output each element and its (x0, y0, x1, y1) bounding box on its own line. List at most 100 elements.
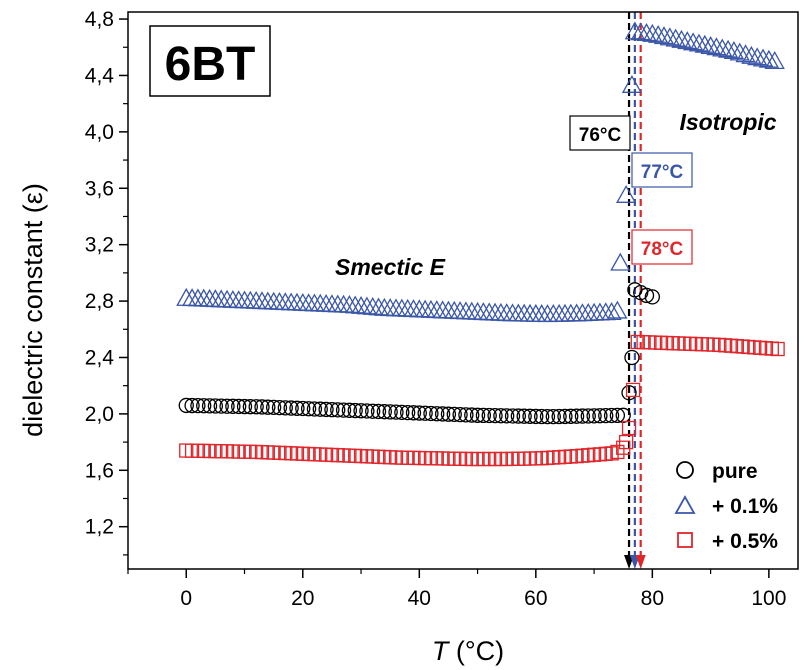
data-point-square (604, 446, 619, 461)
data-point-circle (376, 404, 392, 420)
data-point-triangle (723, 40, 745, 59)
chart-title: 6BT (165, 38, 256, 91)
data-point-square (610, 444, 625, 460)
series-square (179, 334, 785, 467)
data-point-circle (469, 407, 486, 423)
data-point-circle (429, 406, 445, 422)
data-point-circle (260, 399, 276, 415)
data-point-circle (592, 408, 608, 424)
data-point-circle (312, 401, 328, 417)
axes-layer (127, 11, 799, 570)
data-point-circle (306, 401, 323, 417)
data-point-circle (382, 404, 398, 420)
legend-marker-square (677, 532, 693, 548)
transition-label: 77°C (641, 162, 684, 183)
legend-label-pure: pure (712, 460, 758, 483)
data-point-triangle (688, 33, 710, 52)
data-point-circle (405, 405, 422, 421)
data-point-circle (242, 399, 258, 415)
transition-label: 76°C (579, 125, 622, 146)
data-point-circle (516, 408, 532, 424)
data-point-triangle (694, 34, 715, 53)
series-layer (176, 21, 785, 467)
plot-frame (127, 11, 799, 570)
data-point-circle (207, 398, 224, 414)
data-point-circle (624, 349, 640, 366)
data-point-circle (213, 398, 229, 414)
transition-label-box (569, 115, 631, 151)
data-point-triangle (616, 184, 637, 203)
data-point-triangle (764, 51, 785, 70)
data-point-circle (190, 398, 206, 414)
y-tick-label: 4,4 (85, 64, 115, 87)
data-point-circle (475, 407, 492, 424)
data-point-triangle (610, 252, 631, 271)
data-point-circle (644, 289, 660, 305)
data-point-circle (528, 408, 544, 425)
data-point-triangle (677, 31, 698, 50)
data-point-triangle (712, 38, 733, 57)
data-point-circle (266, 399, 282, 416)
transition-label: 78°C (641, 239, 684, 260)
data-point-circle (568, 408, 585, 424)
data-point-triangle (630, 22, 651, 41)
data-point-triangle (665, 28, 686, 47)
data-point-circle (283, 400, 299, 416)
x-tick-label: 0 (180, 587, 192, 610)
data-point-circle (615, 407, 631, 423)
data-point-circle (330, 402, 346, 418)
data-point-circle (295, 400, 311, 417)
data-point-triangle (621, 75, 643, 93)
data-point-circle (586, 408, 602, 424)
data-point-circle (394, 404, 410, 421)
data-point-triangle (607, 300, 628, 319)
data-point-circle (201, 398, 218, 414)
transition-labels: 76°C 77°C 78°C (569, 115, 693, 265)
data-point-circle (574, 408, 591, 424)
legend-label-01: + 0.1% (712, 495, 778, 518)
data-point-circle (184, 397, 200, 414)
data-point-circle (417, 405, 433, 421)
x-tick-label: 100 (751, 587, 786, 610)
data-point-square (616, 440, 631, 455)
data-point-triangle (741, 45, 762, 64)
data-point-triangle (636, 23, 657, 42)
data-point-circle (248, 399, 264, 415)
data-point-triangle (683, 32, 704, 51)
data-point-circle (446, 406, 462, 423)
data-point-circle (370, 403, 387, 420)
data-point-circle (499, 408, 515, 424)
data-point-triangle (752, 48, 774, 67)
y-tick-label: 2,4 (85, 346, 115, 369)
data-point-circle (603, 407, 620, 424)
data-point-circle (271, 399, 288, 416)
y-tick-label: 3,2 (85, 234, 114, 257)
x-axis-title: T (°C) (432, 636, 504, 666)
data-point-circle (400, 404, 416, 421)
data-point-triangle (642, 23, 663, 42)
data-point-circle (638, 287, 655, 304)
data-point-square (770, 341, 785, 357)
data-point-circle (545, 408, 561, 425)
data-point-circle (539, 408, 556, 425)
y-tick-label: 4,0 (85, 121, 114, 144)
data-point-circle (388, 404, 404, 420)
series-circle (178, 282, 660, 425)
data-point-circle (341, 402, 358, 418)
data-point-circle (563, 408, 579, 424)
data-point-circle (318, 401, 334, 418)
transition-arrow (635, 555, 646, 569)
data-point-circle (493, 408, 509, 424)
data-point-triangle (648, 24, 669, 43)
data-point-triangle (671, 29, 692, 48)
data-point-triangle (653, 26, 675, 45)
data-point-triangle (706, 37, 727, 56)
data-point-triangle (624, 21, 645, 40)
data-point-circle (481, 407, 497, 424)
legend-marker-circle (676, 461, 694, 479)
y-tick-label: 1,6 (85, 459, 114, 482)
y-tick-label: 2,0 (85, 403, 114, 426)
data-point-circle (196, 398, 212, 414)
data-point-circle (534, 408, 550, 425)
